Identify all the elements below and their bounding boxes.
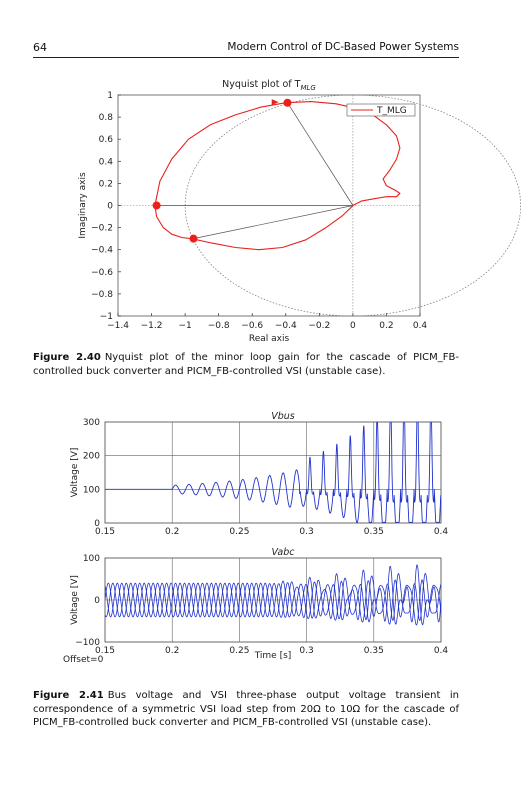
- x-tick-label: 0.2: [379, 321, 393, 331]
- nyquist-chart: −1.4 −1.2 −1 −0.8 −0.6 −0.4 −0.2 0 0.2 0.4 1 0.8 0.6…: [78, 79, 522, 344]
- y-tick-label: 100: [83, 485, 100, 495]
- legend-box: [346, 103, 416, 117]
- marker-radius-line: [287, 102, 354, 206]
- y-tick-label: −0.2: [91, 224, 113, 234]
- x-tick-label: 0.15: [95, 646, 115, 656]
- y-axis-label: Imaginary axis: [78, 172, 88, 239]
- plot-area: [104, 421, 442, 524]
- y-tick-label: 0: [94, 596, 100, 606]
- y-tick-label: 0: [107, 202, 113, 212]
- x-tick-label: 0.2: [165, 527, 179, 537]
- y-axis-label: Voltage [V]: [70, 448, 80, 498]
- caption-text: Nyquist plot of the minor loop gain for …: [33, 352, 459, 377]
- y-tick-label: 1: [107, 91, 113, 101]
- x-tick-label: 0.4: [434, 646, 449, 656]
- x-tick-label: 0.4: [434, 527, 449, 537]
- x-tick-label: −1: [178, 321, 191, 331]
- running-title: Modern Control of DC-Based Power Systems: [227, 41, 459, 53]
- y-axis-label: Voltage [V]: [70, 575, 80, 625]
- vabc-phase-line: [105, 564, 441, 626]
- x-tick-label: 0.4: [413, 321, 428, 331]
- x-tick-label: 0.35: [364, 646, 384, 656]
- y-tick-label: 300: [83, 418, 100, 428]
- panel-title: Vbus: [271, 411, 295, 422]
- caption-text: Bus voltage and VSI three-phase output v…: [33, 690, 459, 728]
- y-tick-label: −0.6: [91, 268, 113, 278]
- x-tick-label: 0.3: [299, 646, 313, 656]
- chart-title: Nyquist plot of TMLG: [222, 79, 316, 92]
- x-tick-label: −0.6: [241, 321, 263, 331]
- x-tick-label: 0.3: [299, 527, 313, 537]
- caption-figure-2-40: Figure 2.40 Nyquist plot of the minor loo…: [33, 351, 459, 378]
- y-tick-label: 0.4: [99, 157, 114, 167]
- y-tick-label: −0.4: [91, 246, 113, 256]
- y-tick-label: 0.8: [99, 113, 114, 123]
- unit-circle: [184, 94, 522, 317]
- y-tick-label: 100: [83, 554, 100, 564]
- figure-transient: 0.15 0.2 0.25 0.3 0.35 0.4 300 200 100 0 Vbus Volta…: [0, 408, 531, 670]
- x-tick-label: −0.4: [275, 321, 297, 331]
- series-line-t-mlg: [154, 101, 401, 251]
- legend-entry: T_MLG: [376, 106, 407, 116]
- header-rule: [33, 57, 459, 58]
- y-tick-label: 0.6: [99, 135, 114, 145]
- transient-charts: 0.15 0.2 0.25 0.3 0.35 0.4 300 200 100 0 Vbus Volta…: [63, 411, 449, 665]
- critical-point-marker: [189, 234, 198, 243]
- x-axis-label: Time [s]: [254, 651, 292, 661]
- y-tick-label: 0: [94, 519, 100, 529]
- y-tick-label: −100: [75, 638, 100, 648]
- figure-nyquist: −1.4 −1.2 −1 −0.8 −0.6 −0.4 −0.2 0 0.2 0.4 1 0.8 0.6…: [0, 72, 531, 344]
- vabc-phase-line: [105, 579, 441, 626]
- critical-point-marker: [152, 201, 161, 210]
- y-tick-label: 200: [83, 452, 100, 462]
- marker-radius-line: [193, 205, 353, 239]
- x-axis-label: Real axis: [249, 334, 290, 344]
- vbus-series-line: [105, 422, 441, 523]
- x-tick-label: 0: [350, 321, 356, 331]
- x-tick-label: −0.8: [208, 321, 230, 331]
- page-number: 64: [33, 41, 47, 54]
- x-tick-label: 0.2: [165, 646, 179, 656]
- panel-title: Vabc: [272, 547, 296, 558]
- x-tick-label: 0.35: [364, 527, 384, 537]
- offset-label: Offset=0: [63, 655, 104, 665]
- x-tick-label: −1.2: [141, 321, 163, 331]
- x-tick-label: −1.4: [107, 321, 129, 331]
- caption-label: Figure 2.40: [33, 352, 101, 363]
- direction-arrow: [271, 99, 279, 106]
- x-tick-label: 0.25: [229, 646, 249, 656]
- y-tick-label: −0.8: [91, 290, 113, 300]
- critical-point-marker: [283, 98, 292, 107]
- y-tick-label: −1: [100, 312, 113, 322]
- caption-figure-2-41: Figure 2.41 Bus voltage and VSI three-pha…: [33, 689, 459, 730]
- y-tick-label: 0.2: [99, 179, 113, 189]
- x-tick-label: 0.15: [95, 527, 115, 537]
- x-tick-label: −0.2: [308, 321, 330, 331]
- x-tick-label: 0.25: [229, 527, 249, 537]
- caption-label: Figure 2.41: [33, 690, 104, 701]
